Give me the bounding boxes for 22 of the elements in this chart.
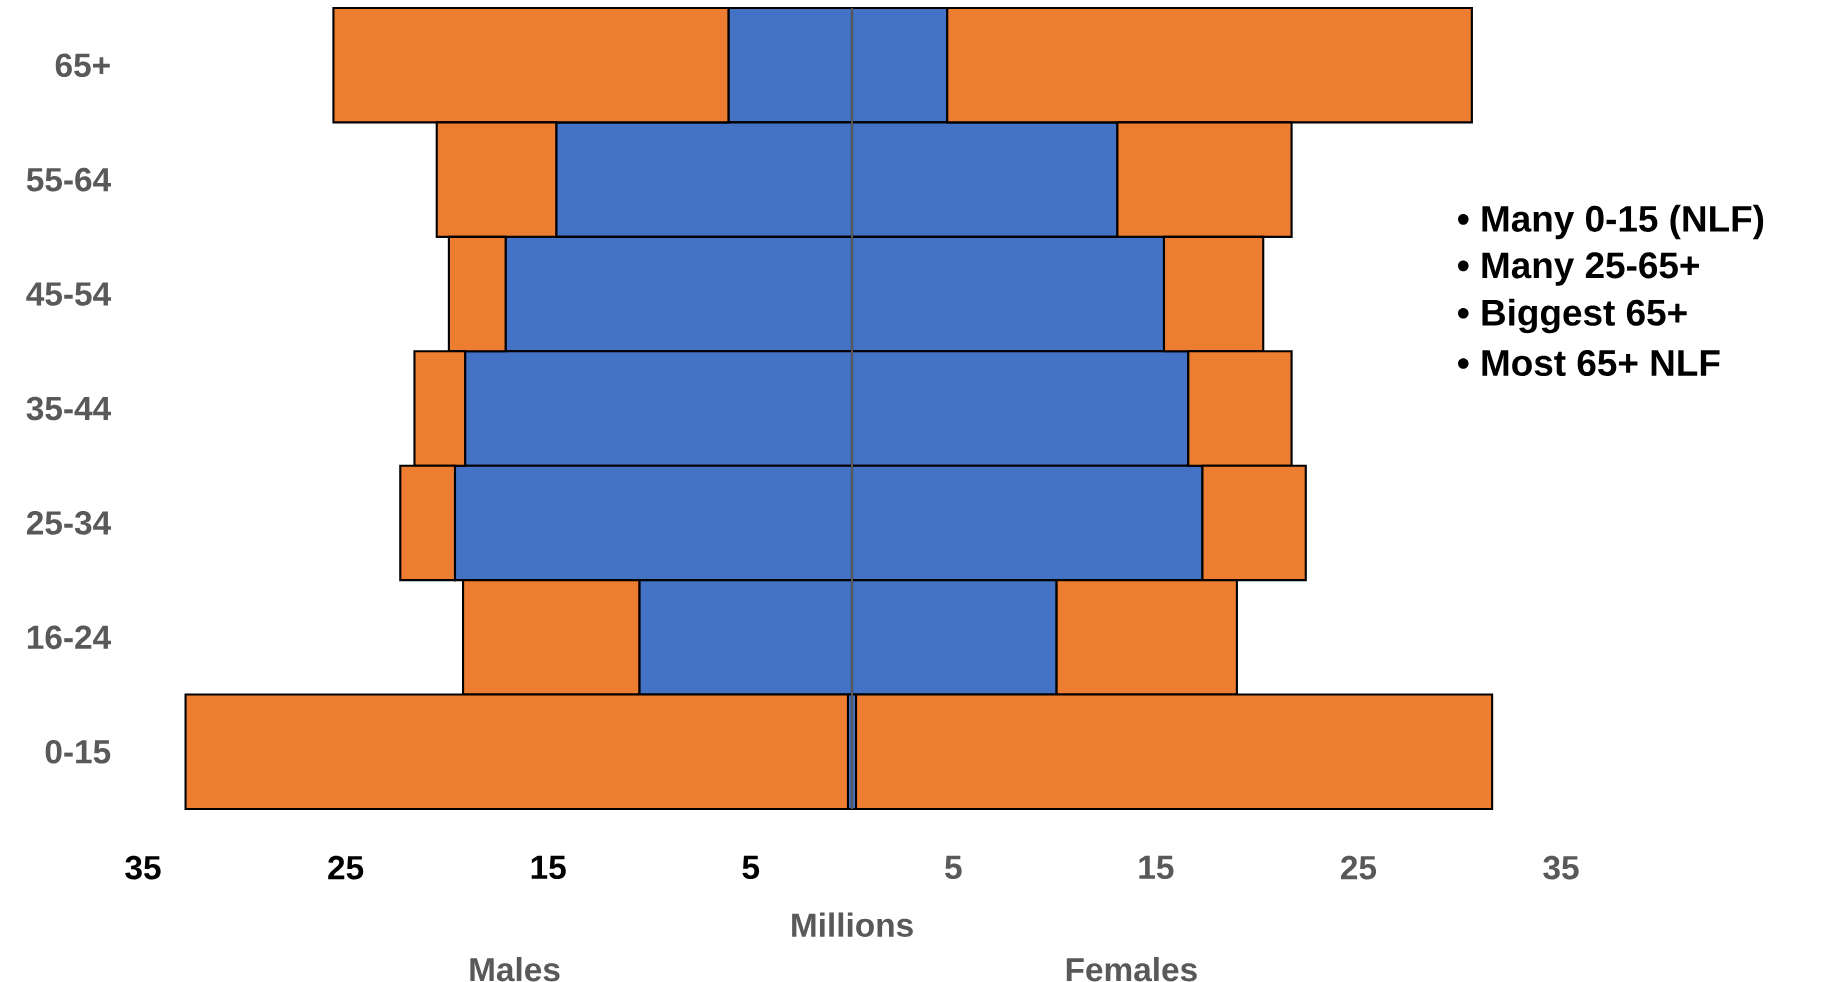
annotation: • Many 25-65+ <box>1458 252 1699 286</box>
y-tick-label: 25-34 <box>26 511 112 535</box>
x-tick-label: 25 <box>328 855 364 880</box>
x-tick-label: 15 <box>531 855 566 880</box>
x-tick-label: 5 <box>945 855 962 880</box>
text: Females <box>1066 956 1197 982</box>
y-tick-label: 55-64 <box>26 167 112 192</box>
annotation: • Biggest 65+ <box>1458 298 1687 334</box>
x-tick-label: 35 <box>1543 855 1579 880</box>
annotation: • Many 0-15 (NLF) <box>1458 204 1764 240</box>
x-axis-title: Millions <box>792 912 913 937</box>
y-tick-label: 35-44 <box>26 396 112 421</box>
y-tick-label: 65+ <box>55 53 110 78</box>
text: Males <box>470 956 560 982</box>
annotation: • Most 65+ NLF <box>1458 349 1720 377</box>
x-tick-label: 5 <box>742 855 760 880</box>
y-tick-label: 45-54 <box>26 282 112 306</box>
x-tick-label: 25 <box>1341 855 1377 880</box>
x-tick-label: 15 <box>1139 855 1174 880</box>
x-tick-label: 35 <box>125 855 161 880</box>
y-tick-label: 16-24 <box>27 625 112 650</box>
y-tick-label: 0-15 <box>45 739 111 764</box>
